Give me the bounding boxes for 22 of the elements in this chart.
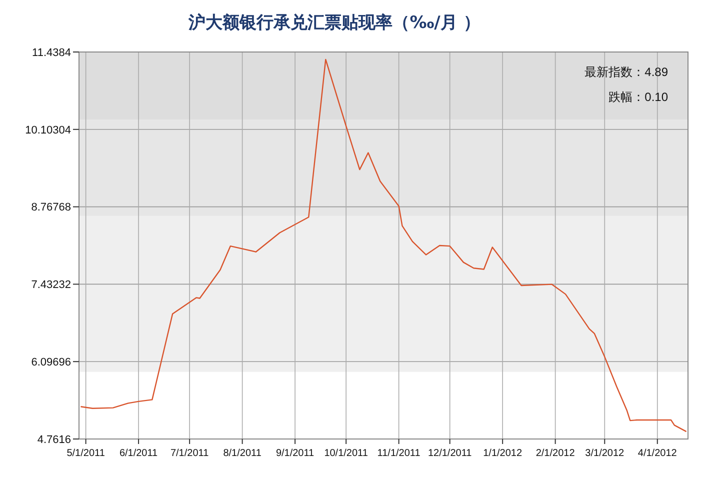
chart-title: 沪大额银行承兑汇票贴现率（‰/月 ） — [188, 13, 480, 33]
x-tick-label: 6/1/2011 — [119, 448, 158, 459]
x-tick-label: 7/1/2011 — [170, 448, 210, 459]
x-tick-label: 12/1/2011 — [428, 448, 472, 459]
y-tick-label: 10.10304 — [25, 124, 71, 136]
line-series — [80, 58, 687, 432]
x-tick-label: 3/1/2012 — [585, 448, 625, 459]
x-tick-label: 11/1/2011 — [377, 448, 421, 459]
y-tick-label: 11.4384 — [32, 46, 71, 59]
y-tick-label: 6.09696 — [31, 356, 71, 368]
x-tick-label: 8/1/2011 — [223, 448, 262, 459]
x-tick-label: 1/1/2012 — [483, 448, 522, 459]
x-tick-label: 5/1/2011 — [66, 448, 106, 459]
x-tick-label: 10/1/2011 — [324, 448, 368, 459]
x-tick-label: 9/1/2011 — [276, 448, 315, 459]
annotation: 跌幅：0.10 — [608, 90, 668, 104]
y-tick-label: 4.7616 — [37, 434, 71, 446]
y-tick-label: 7.43232 — [31, 279, 71, 292]
annotation: 最新指数：4.89 — [584, 65, 668, 79]
x-tick-label: 4/1/2012 — [638, 448, 678, 459]
x-tick-label: 2/1/2012 — [536, 448, 576, 459]
y-tick-label: 8.76768 — [31, 202, 71, 214]
